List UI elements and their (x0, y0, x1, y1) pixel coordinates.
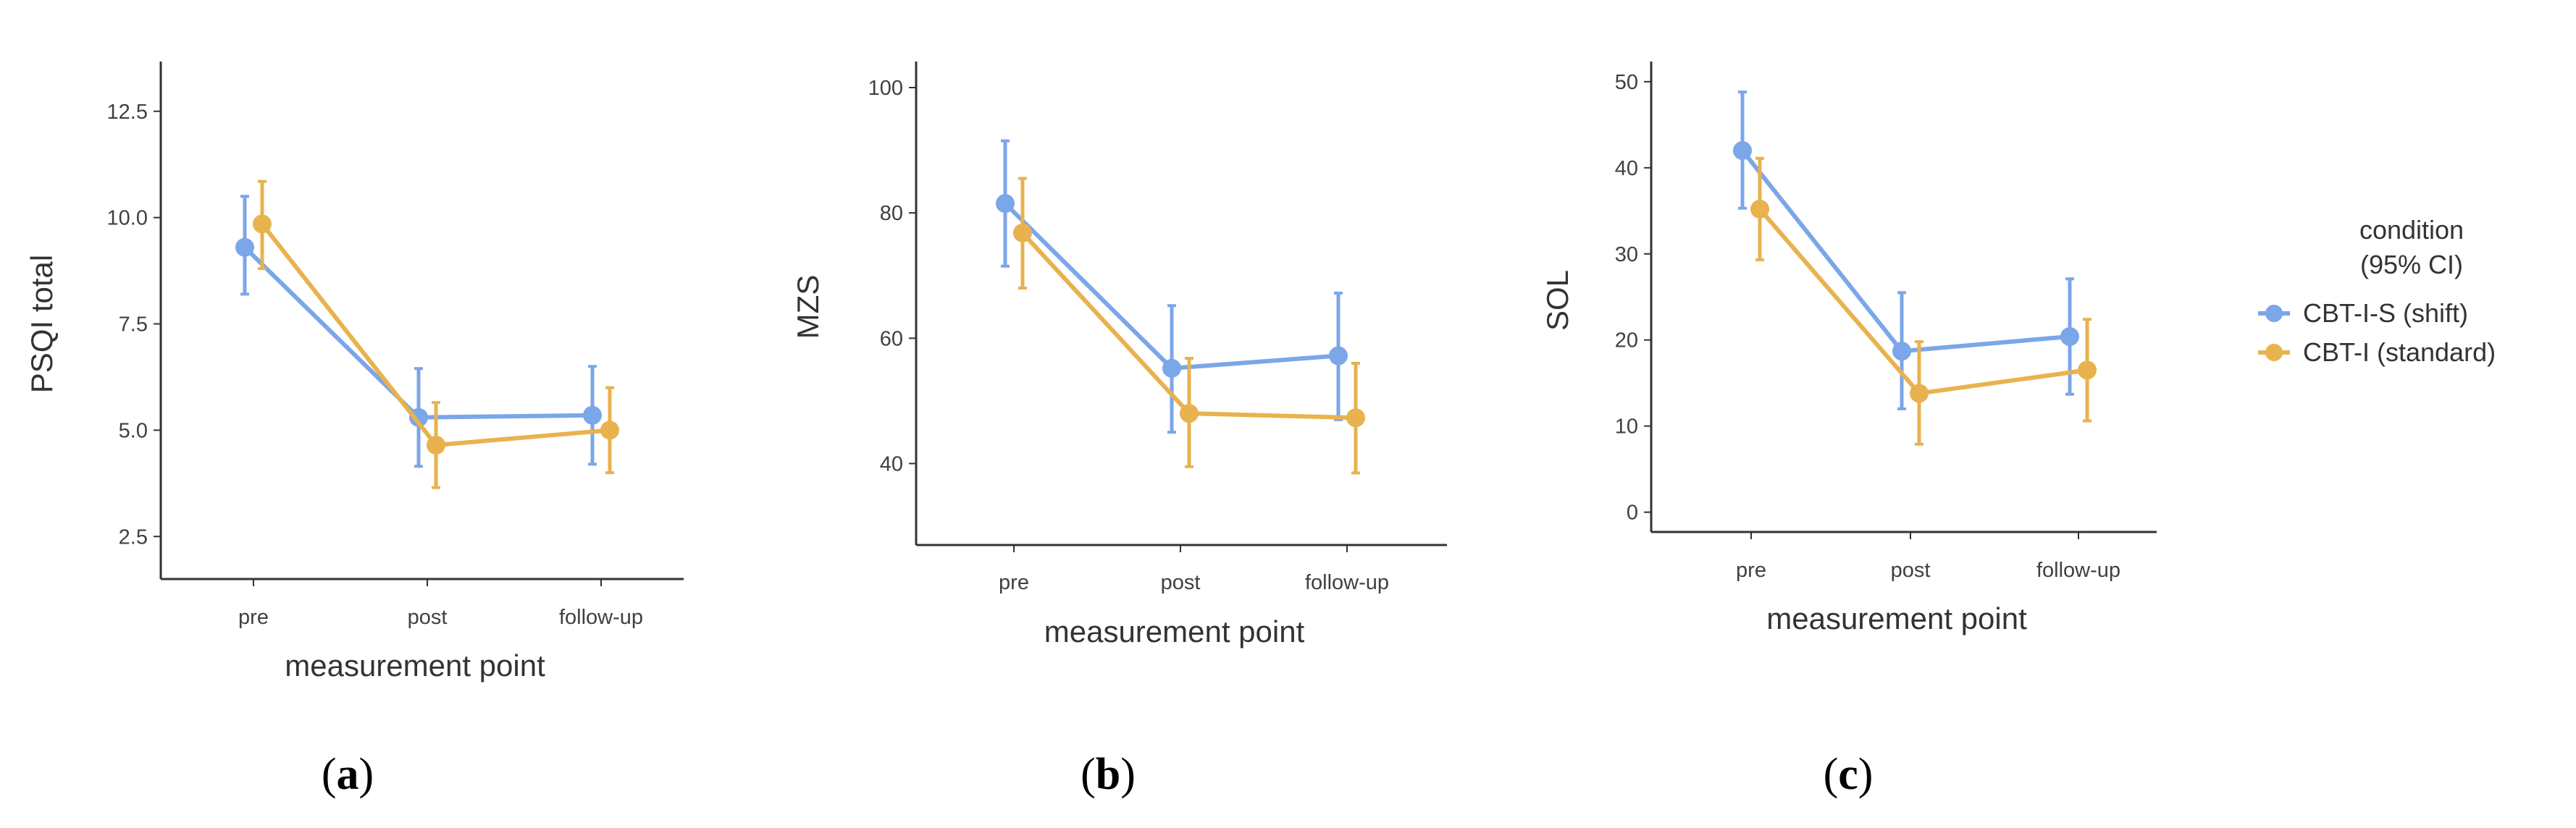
data-point (1013, 223, 1032, 242)
legend-label: CBT-I (standard) (2303, 337, 2496, 367)
y-tick-label: 2.5 (119, 525, 148, 549)
x-tick-label: follow-up (2036, 559, 2120, 582)
data-point (1162, 358, 1181, 378)
x-axis-title: measurement point (1766, 601, 2027, 635)
data-point (427, 435, 445, 455)
x-tick-label: pre (238, 606, 269, 629)
x-tick-label: follow-up (559, 606, 643, 629)
series-cbt-i-s (1733, 90, 2079, 410)
y-tick-label: 5.0 (119, 419, 148, 442)
x-tick-label: post (1891, 559, 1931, 582)
series-cbt-i-s (996, 139, 1348, 434)
x-tick-label: follow-up (1305, 571, 1389, 594)
data-point (409, 407, 428, 427)
y-axis-title: MZS (791, 275, 825, 339)
y-tick-label: 10.0 (107, 207, 148, 230)
y-tick-label: 7.5 (119, 313, 148, 337)
data-point (600, 421, 619, 440)
series-cbt-i-s (235, 195, 602, 468)
data-point (1733, 141, 1752, 161)
data-point (2060, 326, 2079, 346)
y-tick-label: 40 (1615, 157, 1638, 180)
x-tick-label: post (1161, 571, 1201, 594)
data-point (1180, 404, 1199, 423)
y-tick-label: 10 (1615, 415, 1638, 439)
panel-label: (b) (1081, 750, 1136, 799)
data-point (996, 194, 1015, 214)
legend-title: condition (2359, 215, 2464, 245)
series-cbt-i (253, 179, 619, 489)
data-point (235, 237, 254, 257)
x-tick-label: post (408, 606, 448, 629)
data-point (1329, 346, 1348, 366)
y-tick-label: 30 (1615, 243, 1638, 266)
legend-item: CBT-I-S (shift) (2258, 298, 2468, 328)
series-cbt-i (1750, 156, 2097, 446)
panel-label: (a) (322, 750, 374, 799)
data-point (583, 405, 602, 425)
data-point (2078, 360, 2097, 380)
legend-item: CBT-I (standard) (2258, 337, 2496, 367)
data-point (253, 214, 272, 234)
x-axis-title: measurement point (285, 649, 545, 683)
chart-panel-a: 2.5 5.0 7.5 10.0 12.5 pre post follow-up measure… (25, 62, 684, 799)
series-cbt-i (1013, 177, 1365, 475)
y-axis-title: SOL (1540, 270, 1574, 331)
x-tick-label: pre (999, 571, 1029, 594)
x-tick-label: pre (1736, 559, 1766, 582)
y-tick-label: 50 (1615, 71, 1638, 94)
y-axis-title: PSQI total (25, 255, 59, 393)
y-tick-label: 40 (880, 452, 903, 476)
data-point (1910, 384, 1929, 403)
y-tick-label: 0 (1627, 502, 1638, 525)
y-tick-label: 100 (868, 77, 903, 100)
data-point (1750, 199, 1769, 219)
data-point (1346, 408, 1365, 428)
series-line (1740, 149, 2071, 354)
x-axis-title: measurement point (1044, 614, 1305, 649)
y-tick-label: 20 (1615, 329, 1638, 352)
legend-swatch-point (2265, 305, 2283, 322)
legend-label: CBT-I-S (shift) (2303, 298, 2468, 328)
legend-title: (95% CI) (2360, 250, 2463, 279)
y-tick-label: 12.5 (107, 101, 148, 124)
data-point (1892, 342, 1911, 361)
y-tick-label: 60 (880, 327, 903, 350)
panel-label: (c) (1824, 750, 1874, 799)
legend-swatch-point (2265, 344, 2283, 361)
y-tick-label: 80 (880, 202, 903, 225)
legend: condition (95% CI) CBT-I-S (shift) CBT-I (s… (2258, 215, 2496, 367)
chart-panel-c: 0 10 20 30 40 50 pre post follow-up measurement p… (1540, 62, 2157, 799)
